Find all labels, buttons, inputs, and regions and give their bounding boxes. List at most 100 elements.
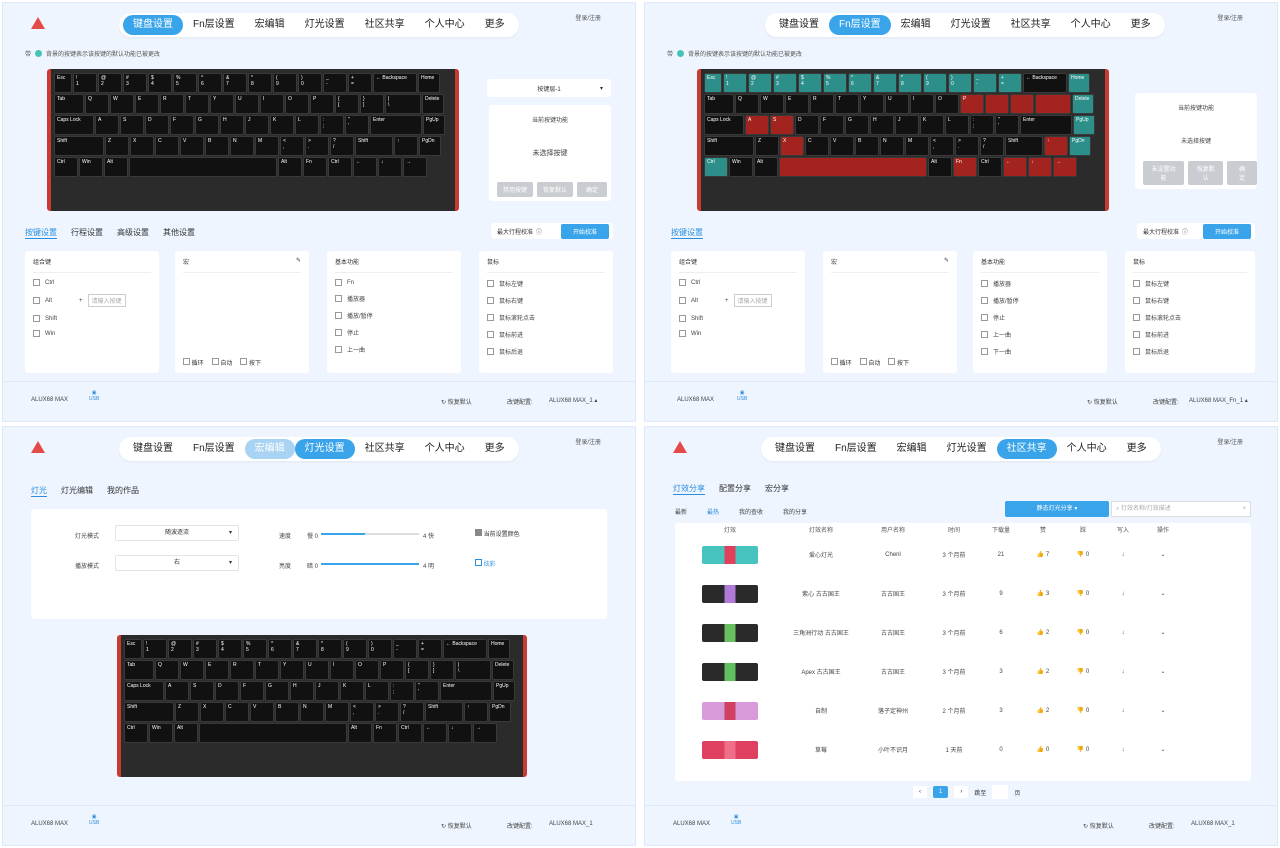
key[interactable]: * 8 xyxy=(248,73,272,93)
key[interactable]: W xyxy=(180,660,204,680)
download-icon[interactable]: ↓ xyxy=(1121,668,1125,675)
thumbs-up-icon[interactable]: 👍 xyxy=(1036,669,1046,675)
key[interactable] xyxy=(985,94,1009,114)
like-button[interactable]: 👍 2 xyxy=(1023,668,1063,675)
key[interactable]: Home xyxy=(418,73,440,93)
key[interactable]: A xyxy=(165,681,189,701)
tab-profile[interactable]: 个人中心 xyxy=(1066,443,1107,454)
key[interactable]: ^ 6 xyxy=(848,73,872,93)
tab-profile[interactable]: 个人中心 xyxy=(424,19,465,30)
tab-macro[interactable]: 宏编辑 xyxy=(896,443,927,454)
key[interactable]: % 5 xyxy=(243,639,267,659)
key[interactable]: M xyxy=(255,136,279,156)
use-current-color-checkbox[interactable]: 当前设置颜色 xyxy=(475,529,520,538)
key[interactable]: Enter xyxy=(440,681,492,701)
key[interactable]: C xyxy=(155,136,179,156)
key[interactable]: # 3 xyxy=(773,73,797,93)
key[interactable]: ← Backspace xyxy=(443,639,487,659)
basic-item[interactable]: Fn xyxy=(335,279,453,286)
edit-icon[interactable]: ✎ xyxy=(943,258,949,264)
reset-key-button[interactable]: 恢复默认 xyxy=(1188,161,1224,185)
config-select[interactable]: ALUX68 MAX_1 xyxy=(1191,821,1235,827)
combo-win[interactable]: Win xyxy=(33,330,151,337)
key[interactable]: + = xyxy=(348,73,372,93)
key[interactable]: H xyxy=(290,681,314,701)
key[interactable]: K xyxy=(920,115,944,135)
key[interactable]: S xyxy=(190,681,214,701)
action-icon[interactable]: ⌄ xyxy=(1160,708,1166,714)
key[interactable]: S xyxy=(120,115,144,135)
basic-item[interactable]: 停止 xyxy=(335,328,453,337)
tab-light[interactable]: 灯光 xyxy=(31,486,47,497)
key[interactable]: $ 4 xyxy=(798,73,822,93)
key[interactable]: I xyxy=(260,94,284,114)
key[interactable]: Caps Lock xyxy=(704,115,744,135)
mouse-item[interactable]: 鼠标滚轮点击 xyxy=(1133,313,1247,322)
subtab-hottest[interactable]: 最热 xyxy=(707,510,720,516)
download-icon[interactable]: ↓ xyxy=(1121,746,1125,753)
combo-win[interactable]: Win xyxy=(679,330,797,337)
basic-item[interactable]: 播放/暂停 xyxy=(335,311,453,320)
key[interactable]: } ] xyxy=(360,94,384,114)
key[interactable]: R xyxy=(160,94,184,114)
tab-community[interactable]: 社区共享 xyxy=(364,443,405,454)
key[interactable]: + = xyxy=(418,639,442,659)
macro-press[interactable]: 按下 xyxy=(888,358,909,367)
key[interactable]: } ] xyxy=(430,660,454,680)
tab-more[interactable]: 更多 xyxy=(484,19,505,30)
confirm-button[interactable]: 确定 xyxy=(1227,161,1257,185)
key[interactable]: G xyxy=(195,115,219,135)
combo-ctrl[interactable]: Ctrl xyxy=(33,279,151,286)
download-icon[interactable]: ↓ xyxy=(1121,629,1125,636)
key[interactable]: Q xyxy=(85,94,109,114)
key[interactable]: Y xyxy=(860,94,884,114)
combo-ctrl[interactable]: Ctrl xyxy=(679,279,797,286)
subtab-my-received[interactable]: 我的查收 xyxy=(739,510,764,516)
key[interactable]: Tab xyxy=(704,94,734,114)
like-button[interactable]: 👍 2 xyxy=(1023,707,1063,714)
tab-keyboard[interactable]: 键盘设置 xyxy=(779,19,819,30)
key[interactable]: → xyxy=(403,157,427,177)
like-button[interactable]: 👍 2 xyxy=(1023,629,1063,636)
action-icon[interactable]: ⌄ xyxy=(1160,552,1166,558)
key[interactable]: A xyxy=(745,115,769,135)
restore-default-button[interactable]: ↻ 恢复默认 xyxy=(441,824,472,830)
tab-macro[interactable]: 宏编辑 xyxy=(244,439,295,459)
key[interactable]: Win xyxy=(79,157,103,177)
tab-profile[interactable]: 个人中心 xyxy=(1070,19,1111,30)
combo-key-input[interactable]: 请输入按键 xyxy=(87,294,126,307)
key[interactable]: Y xyxy=(280,660,304,680)
key[interactable]: ( 9 xyxy=(343,639,367,659)
key[interactable]: X xyxy=(130,136,154,156)
download-icon[interactable]: ↓ xyxy=(1121,590,1125,597)
key[interactable]: : ; xyxy=(970,115,994,135)
key[interactable]: U xyxy=(235,94,259,114)
table-row[interactable]: 紫心 古古国王 古古国王 3 个月前 9 👍 3 👎 0 ↓ ⌄ xyxy=(675,574,1251,613)
jump-input[interactable] xyxy=(992,785,1009,799)
tab-fn[interactable]: Fn层设置 xyxy=(193,19,235,30)
thumbs-down-icon[interactable]: 👎 xyxy=(1076,669,1086,675)
dislike-button[interactable]: 👎 0 xyxy=(1063,746,1103,753)
mode-select[interactable]: 随波逐流 ▾ xyxy=(115,525,239,541)
mouse-item[interactable]: 鼠标后退 xyxy=(487,347,605,356)
restore-default-button[interactable]: ↻ 恢复默认 xyxy=(441,400,472,406)
key[interactable]: + = xyxy=(998,73,1022,93)
dislike-button[interactable]: 👎 0 xyxy=(1063,551,1103,558)
key[interactable]: Home xyxy=(1068,73,1090,93)
login-link[interactable]: 登录/注册 xyxy=(1217,440,1243,446)
key[interactable]: Alt xyxy=(348,723,372,743)
key[interactable]: G xyxy=(845,115,869,135)
key[interactable]: @ 2 xyxy=(748,73,772,93)
tab-more[interactable]: 更多 xyxy=(1130,19,1151,30)
thumbs-down-icon[interactable]: 👎 xyxy=(1076,708,1086,714)
key[interactable]: { [ xyxy=(335,94,359,114)
key[interactable]: & 7 xyxy=(293,639,317,659)
key[interactable] xyxy=(1010,94,1034,114)
key[interactable]: ^ 6 xyxy=(268,639,292,659)
key[interactable]: P xyxy=(380,660,404,680)
key[interactable]: < , xyxy=(930,136,954,156)
combo-shift[interactable]: Shift xyxy=(679,315,797,322)
key[interactable]: → xyxy=(473,723,497,743)
key[interactable]: $ 4 xyxy=(148,73,172,93)
key[interactable]: B xyxy=(855,136,879,156)
